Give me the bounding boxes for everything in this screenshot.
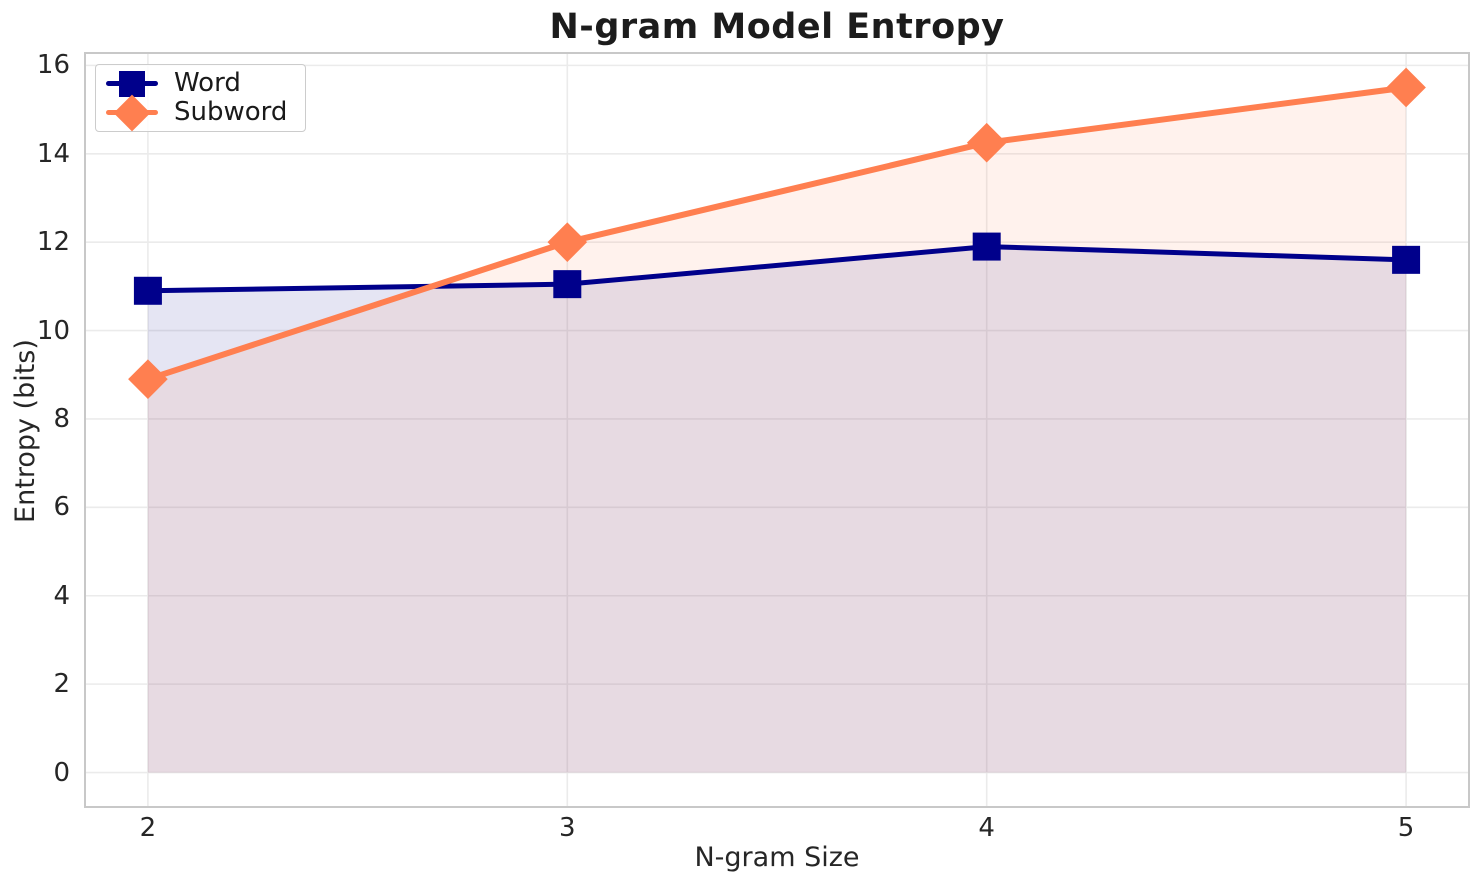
legend-item-subword: Subword <box>106 94 288 131</box>
line-subword <box>144 84 1410 383</box>
y-axis-label: Entropy (bits) <box>10 339 41 523</box>
y-tick-label: 10 <box>36 315 70 346</box>
y-tick-label: 8 <box>53 403 70 434</box>
chart-title: N-gram Model Entropy <box>549 7 1005 47</box>
marker-square-word <box>1392 245 1421 274</box>
word-square-marker-icon <box>119 70 145 97</box>
y-tick-label: 16 <box>36 50 70 81</box>
y-tick-label: 14 <box>36 138 70 169</box>
legend: Word Subword <box>95 64 307 132</box>
subword-diamond-marker-icon <box>113 94 151 131</box>
subword-series-swatch <box>106 94 158 131</box>
legend-item-word: Word <box>106 69 287 98</box>
marker-diamond-subword <box>128 359 168 399</box>
y-tick-label: 12 <box>36 227 70 258</box>
x-tick-label: 5 <box>1397 813 1415 843</box>
y-tick-label: 2 <box>53 669 70 700</box>
x-axis-label: N-gram Size <box>694 842 860 873</box>
marker-square-word <box>553 270 582 299</box>
plot-border <box>84 52 1470 808</box>
area-fill-word <box>147 246 1407 773</box>
marker-diamond-subword <box>547 222 588 262</box>
x-tick-label: 3 <box>559 813 576 843</box>
area-fill-subword <box>147 87 1407 773</box>
word-series-swatch <box>106 69 158 98</box>
legend-label-word: Word <box>174 68 241 98</box>
marker-square-word <box>972 232 1001 261</box>
line-word <box>145 244 1409 294</box>
marker-diamond-subword <box>966 122 1007 163</box>
x-tick-label: 2 <box>139 813 157 843</box>
y-tick-label: 6 <box>53 492 70 523</box>
y-tick-label: 0 <box>53 757 70 788</box>
y-tick-label: 4 <box>53 580 70 611</box>
legend-label-subword: Subword <box>174 97 288 127</box>
x-tick-label: 4 <box>978 813 995 843</box>
marker-square-word <box>133 276 162 305</box>
